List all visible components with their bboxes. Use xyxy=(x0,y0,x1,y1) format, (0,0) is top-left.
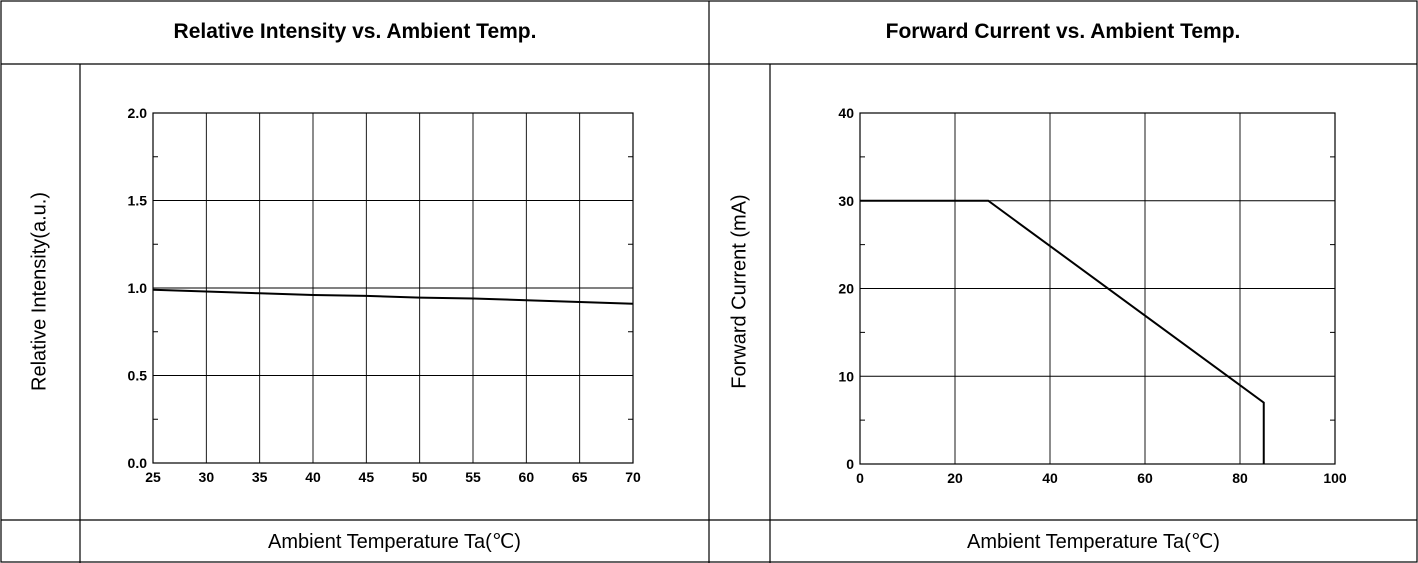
chart1-x-tick-label: 55 xyxy=(465,469,481,485)
chart2-y-tick-label: 10 xyxy=(838,368,854,384)
chart2-x-tick-label: 20 xyxy=(947,470,963,486)
chart1-x-tick-label: 25 xyxy=(145,469,161,485)
chart1-x-tick-label: 40 xyxy=(305,469,321,485)
chart1-x-tick-label: 35 xyxy=(252,469,268,485)
chart2-y-tick-label: 30 xyxy=(838,193,854,209)
chart1-series-line-0 xyxy=(152,288,634,305)
chart2-y-tick-label: 20 xyxy=(838,281,854,297)
chart1-title: Relative Intensity vs. Ambient Temp. xyxy=(173,20,537,43)
chart2-title: Forward Current vs. Ambient Temp. xyxy=(885,20,1241,43)
chart1-y-tick-label: 2.0 xyxy=(128,105,148,121)
chart1-x-tick-label: 65 xyxy=(572,469,588,485)
chart1-y-tick-label: 1.5 xyxy=(128,193,148,209)
chart1-x-tick-label: 45 xyxy=(359,469,375,485)
chart2-series-line-0 xyxy=(860,199,1265,464)
chart2-x-tick-label: 60 xyxy=(1137,470,1153,486)
chart1-y-tick-label: 0.5 xyxy=(128,368,148,384)
chart2-y-tick-label: 0 xyxy=(846,456,854,472)
chart2-x-tick-label: 40 xyxy=(1042,470,1058,486)
chart1-xlabel: Ambient Temperature Ta(℃) xyxy=(268,531,521,553)
chart1-x-tick-label: 60 xyxy=(519,469,535,485)
chart2-x-tick-label: 100 xyxy=(1323,470,1347,486)
chart2-y-tick-label: 40 xyxy=(838,105,854,121)
chart2-x-tick-label: 80 xyxy=(1232,470,1248,486)
chart2-x-tick-label: 0 xyxy=(856,470,864,486)
chart1-x-tick-label: 70 xyxy=(625,469,641,485)
chart1-y-tick-label: 0.0 xyxy=(128,455,148,471)
chart1-x-tick-label: 30 xyxy=(199,469,215,485)
chart1-y-tick-label: 1.0 xyxy=(128,280,148,296)
chart1-x-tick-label: 50 xyxy=(412,469,428,485)
chart2-xlabel: Ambient Temperature Ta(℃) xyxy=(967,531,1220,553)
